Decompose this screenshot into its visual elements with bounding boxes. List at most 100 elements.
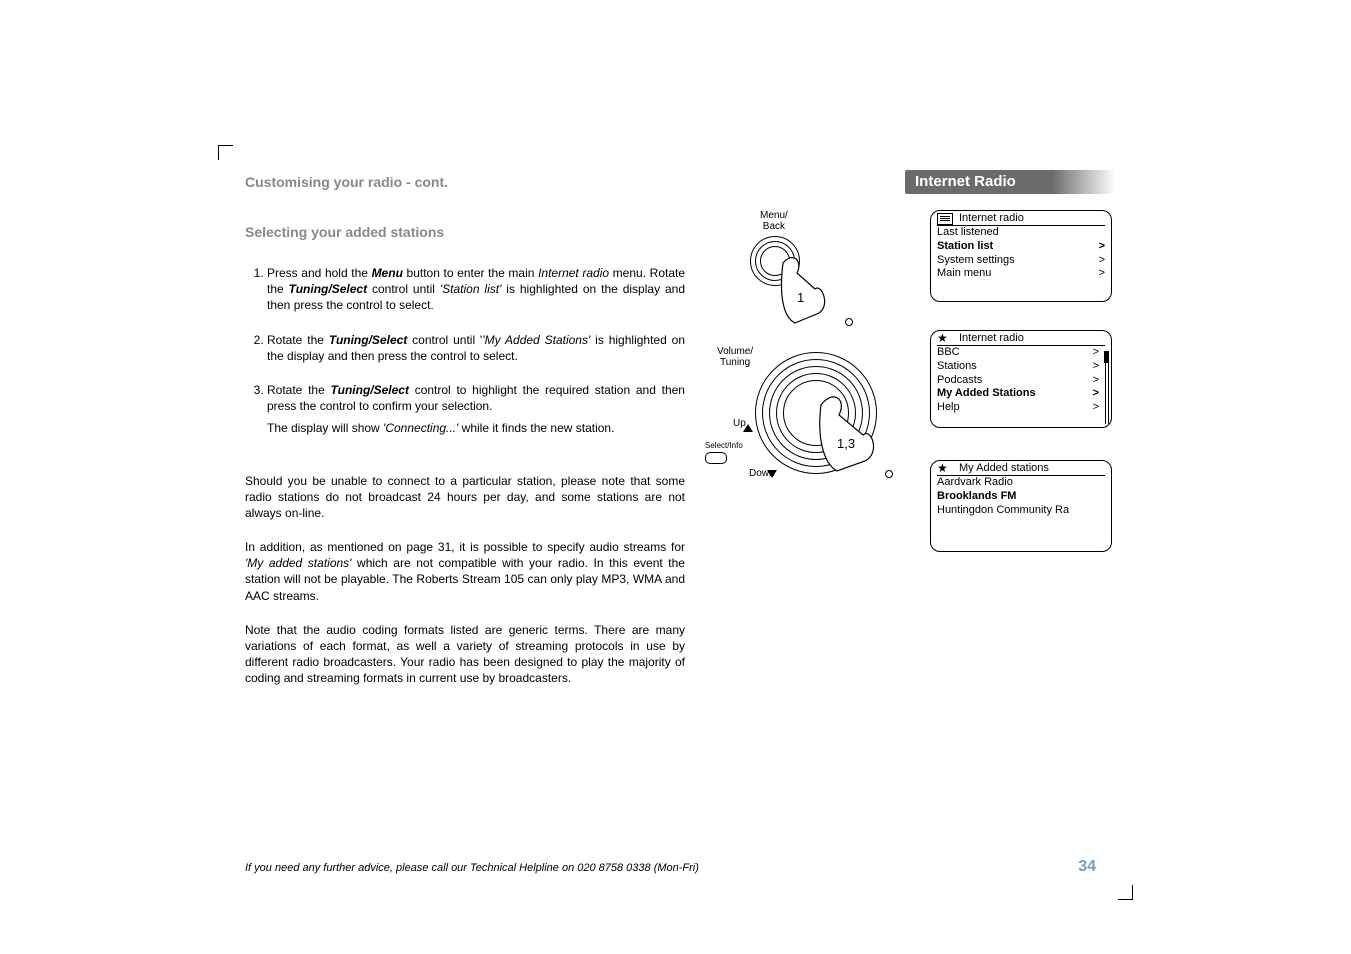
menu-bold: Menu — [372, 266, 403, 280]
footer-helpline: If you need any further advice, please c… — [245, 862, 699, 874]
para-1: Should you be unable to connect to a par… — [245, 473, 685, 522]
tuning-bold: Tuning/Select — [331, 383, 409, 397]
lcd-item-label: My Added Stations — [937, 387, 1036, 401]
label-line2: Back — [763, 221, 785, 232]
lcd-item-label: Last listened — [937, 226, 999, 240]
text: Rotate the — [267, 333, 329, 347]
para-2: In addition, as mentioned on page 31, it… — [245, 539, 685, 604]
lcd2-title-row: ★ Internet radio — [937, 331, 1105, 346]
steps-list: Press and hold the Menu button to enter … — [245, 265, 685, 437]
lcd1-title: Internet radio — [959, 212, 1024, 224]
crop-mark-top-left — [218, 145, 233, 160]
chevron-icon: > — [1087, 401, 1099, 415]
breadcrumb: Customising your radio - cont. — [245, 174, 905, 190]
lcd-item-label: Huntingdon Community Ra — [937, 504, 1069, 518]
lcd-row: System settings > — [937, 254, 1105, 268]
lcd-row: Last listened — [937, 226, 1105, 240]
text: control until — [367, 282, 440, 296]
lcd-item-label: Help — [937, 401, 960, 415]
star-icon: ★ — [937, 332, 948, 344]
chevron-icon: > — [1087, 374, 1099, 388]
select-button-icon — [705, 452, 727, 464]
step-3: Rotate the Tuning/Select control to high… — [267, 382, 685, 437]
chevron-icon — [1099, 490, 1105, 504]
lcd3-body: Aardvark RadioBrooklands FMHuntingdon Co… — [931, 476, 1111, 519]
lcd-item-label: Aardvark Radio — [937, 476, 1013, 490]
lcd-row: Brooklands FM — [937, 490, 1105, 504]
select-info-label: Select/Info — [705, 442, 743, 451]
lcd3-title-row: ★ My Added stations — [937, 461, 1105, 476]
text: The display will show — [267, 421, 383, 435]
lcd-menu-1: Internet radio Last listenedStation list… — [930, 210, 1112, 302]
lcd-row: Aardvark Radio — [937, 476, 1105, 490]
page-number: 34 — [1078, 858, 1096, 876]
lcd-item-label: Station list — [937, 240, 993, 254]
tuning-bold: Tuning/Select — [289, 282, 367, 296]
crop-mark-bottom-right — [1118, 885, 1133, 900]
lcd-item-label: Main menu — [937, 267, 991, 281]
step-1: Press and hold the Menu button to enter … — [267, 265, 685, 314]
chevron-icon: > — [1087, 346, 1099, 360]
lcd-row: Station list > — [937, 240, 1105, 254]
lcd2-body: BBC > Stations > Podcasts > My Added Stations >… — [931, 346, 1111, 417]
lcd1-body: Last listenedStation list>System setting… — [931, 226, 1111, 283]
lcd-row: My Added Stations > — [937, 387, 1099, 401]
text: Rotate the — [267, 383, 331, 397]
step-ref-1: 1 — [797, 290, 804, 305]
lcd-row: Podcasts > — [937, 374, 1099, 388]
lcd-menu-2: ★ Internet radio BBC>Stations>Podcasts>M… — [930, 330, 1112, 428]
lcd-item-label: Stations — [937, 360, 977, 374]
lcd1-title-row: Internet radio — [937, 211, 1105, 226]
section-ribbon: Internet Radio — [905, 170, 1115, 194]
myadded-italic: 'My Added Stations' — [482, 333, 590, 347]
label-line1: Menu/ — [760, 210, 788, 221]
lcd-row: Huntingdon Community Ra — [937, 504, 1105, 518]
step-ref-13: 1,3 — [837, 436, 855, 451]
step-2: Rotate the Tuning/Select control until '… — [267, 332, 685, 364]
tuning-bold: Tuning/Select — [329, 333, 407, 347]
chevron-icon: > — [1093, 240, 1105, 254]
chevron-icon: > — [1087, 360, 1099, 374]
right-column: Menu/ Back 1 Volume/ Tuning Up Down Sele… — [735, 210, 1125, 490]
down-arrow-icon — [767, 470, 777, 478]
screw-icon — [845, 318, 853, 326]
text: Press and hold the — [267, 266, 372, 280]
para-3: Note that the audio coding formats liste… — [245, 622, 685, 687]
lcd-row: Main menu > — [937, 267, 1105, 281]
hand-icon — [775, 255, 835, 325]
vol-tuning-label: Volume/ Tuning — [717, 346, 753, 368]
lcd-row: BBC > — [937, 346, 1099, 360]
lcd-item-label: System settings — [937, 254, 1015, 268]
chevron-icon — [1099, 476, 1105, 490]
chevron-icon: > — [1093, 267, 1105, 281]
body-column: Press and hold the Menu button to enter … — [245, 265, 685, 687]
text: while it finds the new station. — [458, 421, 614, 435]
up-arrow-icon — [743, 424, 753, 432]
screw-icon — [885, 470, 893, 478]
lcd3-title: My Added stations — [959, 462, 1049, 474]
text: control until ' — [407, 333, 482, 347]
myadded-italic: 'My added stations' — [245, 556, 351, 570]
list-icon — [937, 213, 953, 225]
lcd-item-label: Brooklands FM — [937, 490, 1016, 504]
lcd-item-label: Podcasts — [937, 374, 982, 388]
lcd2-title: Internet radio — [959, 332, 1024, 344]
text: button to enter the main — [403, 266, 538, 280]
star-icon: ★ — [937, 462, 948, 474]
ir-italic: Internet radio — [538, 266, 609, 280]
chevron-icon — [1099, 504, 1105, 518]
chevron-icon: > — [1087, 387, 1099, 401]
connecting-italic: 'Connecting...' — [383, 421, 458, 435]
lcd-row: Help > — [937, 401, 1099, 415]
menu-back-label: Menu/ Back — [760, 210, 788, 232]
lcd-menu-3: ★ My Added stations Aardvark RadioBrookl… — [930, 460, 1112, 552]
lcd-item-label: BBC — [937, 346, 960, 360]
scrollbar — [1104, 351, 1108, 424]
lcd-row: Stations > — [937, 360, 1099, 374]
page-content: Customising your radio - cont. Internet … — [245, 170, 1115, 705]
chevron-icon — [1099, 226, 1105, 240]
text: In addition, as mentioned on page 31, it… — [245, 540, 685, 554]
chevron-icon: > — [1093, 254, 1105, 268]
hand-icon — [815, 395, 885, 475]
header-row: Customising your radio - cont. Internet … — [245, 170, 1115, 194]
